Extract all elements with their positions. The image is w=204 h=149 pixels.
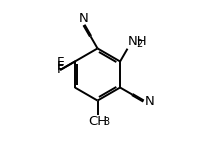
Text: F: F [56, 63, 64, 76]
Text: 2: 2 [136, 39, 142, 49]
Text: N: N [144, 95, 154, 108]
Text: 3: 3 [103, 117, 109, 127]
Text: F: F [56, 60, 64, 73]
Text: CH: CH [88, 115, 107, 128]
Text: N: N [79, 12, 88, 25]
Text: NH: NH [128, 35, 147, 48]
Text: F: F [56, 56, 64, 69]
